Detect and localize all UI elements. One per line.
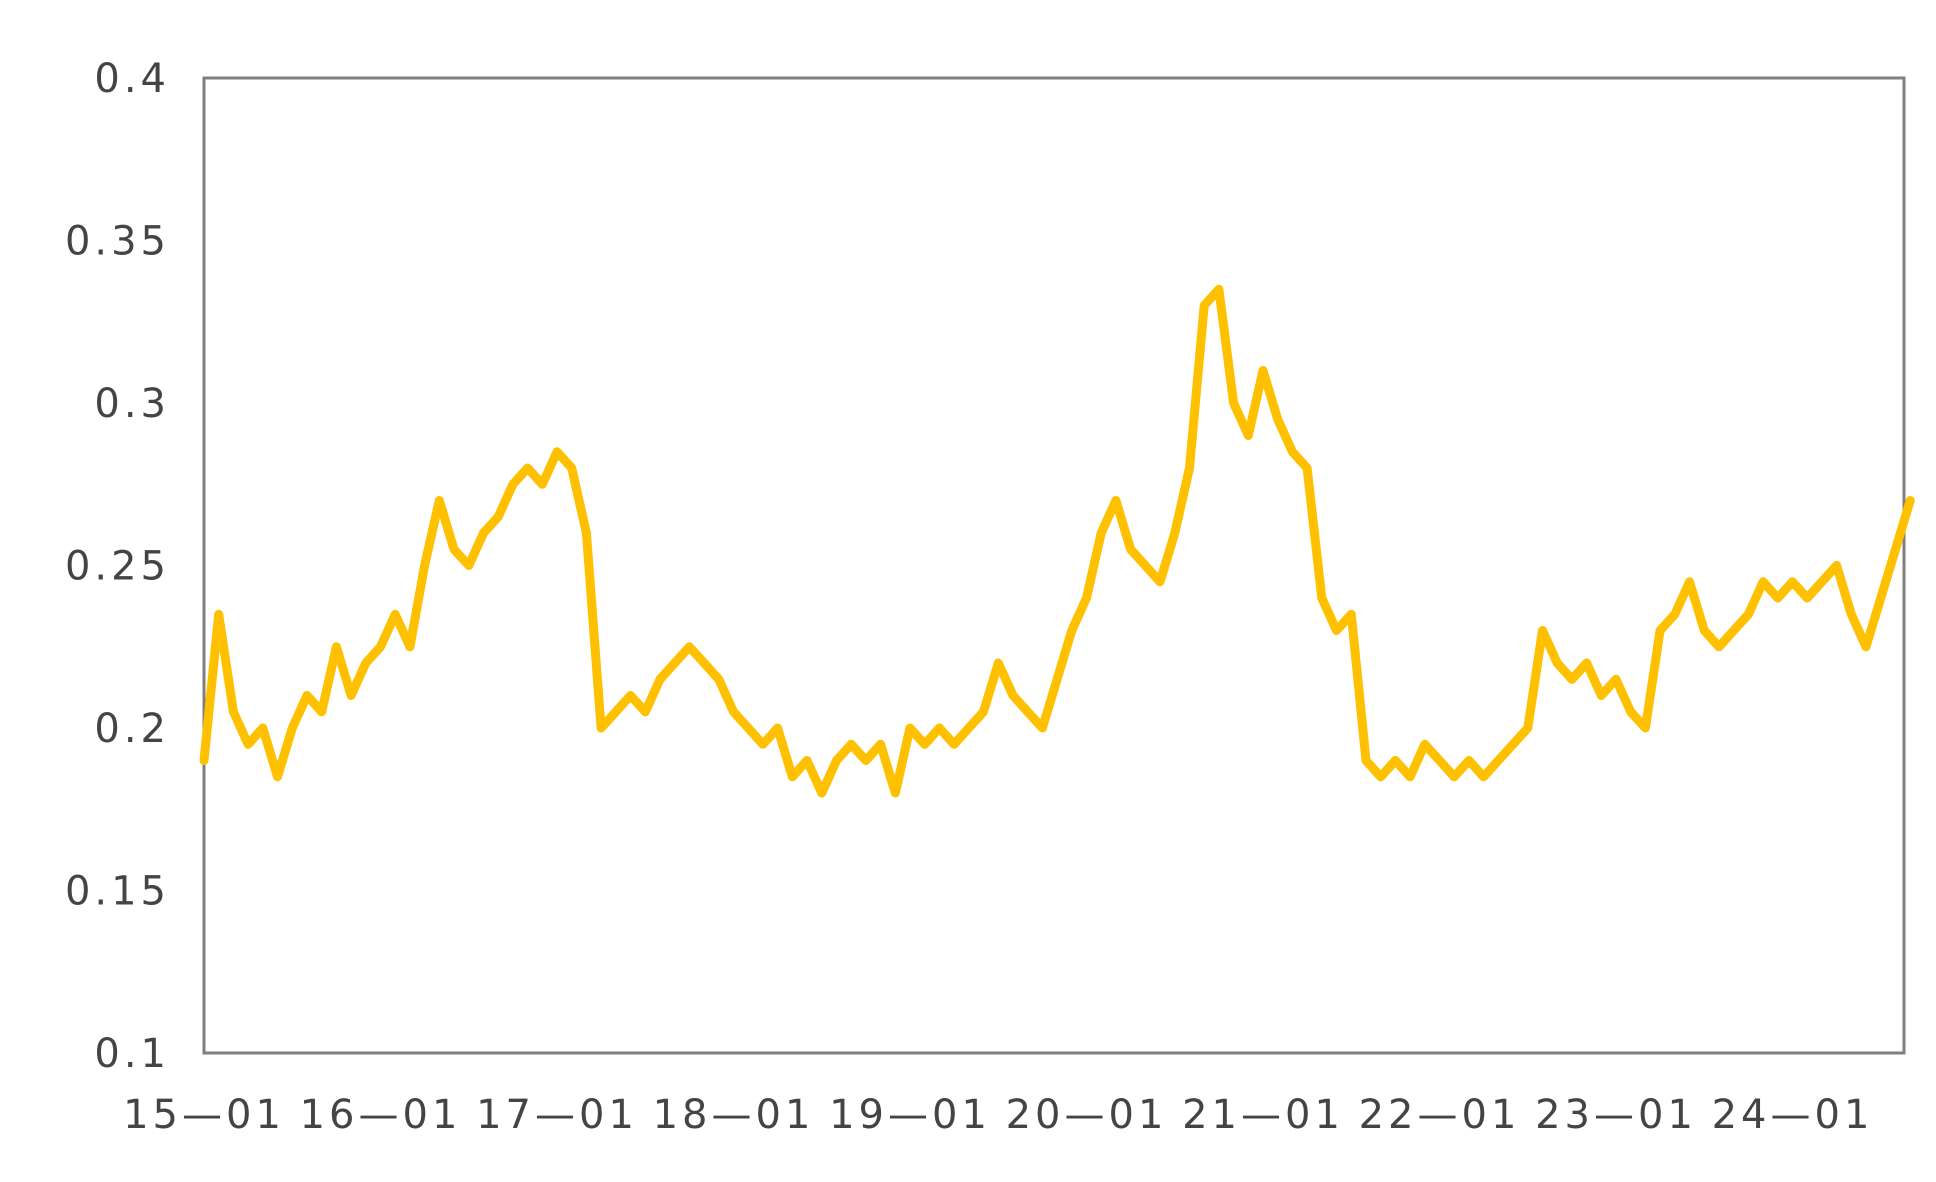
x-axis-tick-labels: 15—01 16—01 17—01 18—01 19—01 20—01 21—01 22—01…	[123, 1092, 1874, 1138]
x-tick-label: 19—01	[829, 1092, 991, 1138]
y-tick-label: 0.1	[94, 1031, 170, 1077]
y-tick-label: 0.35	[65, 219, 170, 265]
x-tick-label: 24—01	[1712, 1092, 1874, 1138]
x-tick-label: 18—01	[653, 1092, 815, 1138]
y-tick-label: 0.3	[94, 381, 170, 427]
y-axis-tick-labels: 0.1 0.15 0.2 0.25 0.3 0.35 0.4	[65, 56, 170, 1077]
x-tick-label: 17—01	[476, 1092, 638, 1138]
x-tick-label: 22—01	[1359, 1092, 1521, 1138]
y-tick-label: 0.25	[65, 544, 170, 590]
x-tick-label: 21—01	[1182, 1092, 1344, 1138]
x-tick-label: 16—01	[300, 1092, 462, 1138]
x-tick-label: 23—01	[1535, 1092, 1697, 1138]
y-tick-label: 0.4	[94, 56, 170, 102]
series-line	[199, 284, 1915, 798]
x-tick-label: 15—01	[123, 1092, 285, 1138]
plot-area	[202, 76, 1906, 1055]
x-tick-label: 20—01	[1006, 1092, 1168, 1138]
series-layer	[199, 284, 1915, 798]
y-tick-label: 0.15	[65, 869, 170, 915]
y-tick-label: 0.2	[94, 706, 170, 752]
